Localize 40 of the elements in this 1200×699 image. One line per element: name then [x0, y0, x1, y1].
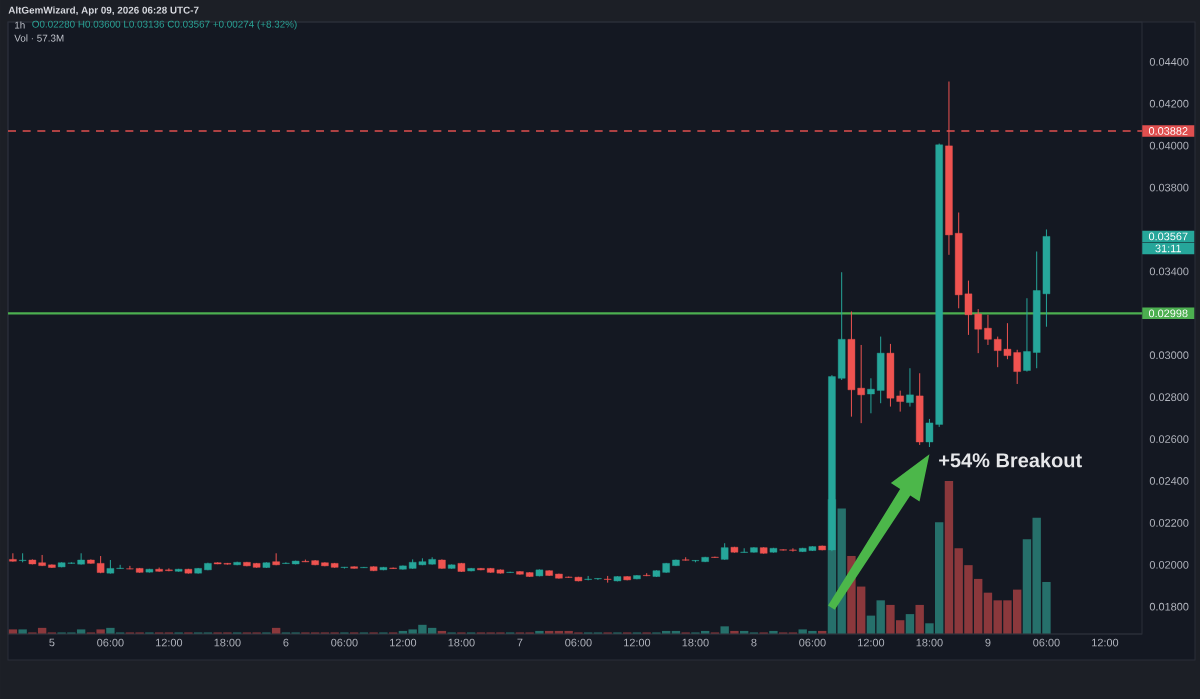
chart-title: Vol · 57.3M [14, 34, 64, 42]
x-tick-label: 12:00 [156, 638, 183, 647]
x-tick-label: 06:00 [331, 638, 358, 647]
x-tick-label: 8 [751, 638, 757, 647]
x-tick-label: 12:00 [858, 638, 885, 647]
x-tick-label: 06:00 [1033, 638, 1060, 647]
y-tick-label: 0.04400 [1149, 57, 1189, 66]
x-tick-label: 18:00 [682, 638, 709, 647]
y-tick-label: 0.03800 [1149, 183, 1189, 192]
y-tick-label: 0.03000 [1149, 351, 1189, 360]
x-tick-label: 12:00 [390, 638, 417, 647]
x-tick-label: 18:00 [916, 638, 943, 647]
y-tick-label: 0.01800 [1149, 602, 1189, 611]
chart-title: 1h [15, 21, 25, 29]
x-tick-label: 9 [985, 638, 991, 647]
y-tick-label: 0.04200 [1149, 99, 1189, 108]
x-tick-label: 5 [49, 638, 55, 647]
y-tick-label: 0.02800 [1149, 393, 1189, 402]
x-tick-label: 18:00 [448, 638, 475, 647]
text: AltGemWizard, Apr 09, 2026 06:28 UTC-7 [8, 6, 199, 16]
text: 0.03567 [1148, 232, 1188, 241]
annotation: +54% Breakout [939, 452, 1082, 468]
x-tick-label: 7 [517, 638, 523, 647]
y-tick-label: 0.02600 [1149, 435, 1189, 443]
y-tick-label: 0.02200 [1149, 519, 1189, 527]
x-tick-label: 12:00 [1092, 638, 1119, 647]
x-tick-label: 6 [283, 638, 289, 647]
y-tick-label: 0.04000 [1149, 141, 1189, 150]
text: 0.02998 [1148, 309, 1188, 318]
text: 31:11 [1155, 244, 1181, 253]
x-tick-label: 18:00 [214, 638, 241, 647]
x-tick-label: 06:00 [799, 638, 826, 647]
text: 0.03882 [1148, 127, 1188, 135]
x-tick-label: 06:00 [97, 638, 124, 647]
annotation: O0.02280 H0.03600 L0.03136 C0.03567 +0.00274 (+8.32%) [32, 20, 297, 30]
y-tick-label: 0.02000 [1149, 560, 1189, 569]
y-tick-label: 0.03400 [1149, 267, 1189, 276]
x-tick-label: 06:00 [565, 638, 592, 647]
y-tick-label: 0.02400 [1149, 477, 1189, 485]
x-tick-label: 12:00 [624, 638, 651, 647]
